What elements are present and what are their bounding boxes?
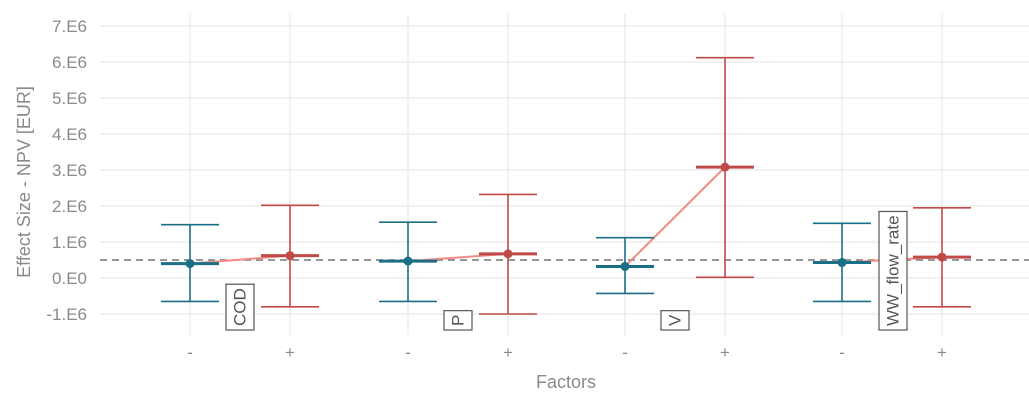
- factor-label-box: [878, 210, 908, 331]
- mean-point: [185, 259, 195, 269]
- factor-label-ww-flow-rate: WW_flow_rate: [878, 210, 908, 331]
- y-tick-label: 3.E6: [52, 161, 87, 180]
- mean-point: [620, 261, 630, 271]
- x-tick-label: -: [187, 343, 193, 362]
- x-tick-label: -: [622, 343, 628, 362]
- factor-labels: COD P V WW_flow_rate: [225, 210, 908, 331]
- x-tick-label: +: [720, 343, 730, 362]
- connector-line: [624, 166, 726, 268]
- factor-label-text: COD: [231, 288, 250, 326]
- error-bar-plus: [913, 207, 971, 308]
- error-bar-minus: [161, 223, 219, 303]
- y-tick-label: 4.E6: [52, 125, 87, 144]
- x-tick-label: -: [839, 343, 845, 362]
- error-bar-minus: [596, 236, 654, 295]
- x-axis-title: Factors: [536, 372, 596, 392]
- y-tick-label: 6.E6: [52, 53, 87, 72]
- factor-label-text: WW_flow_rate: [884, 215, 903, 326]
- x-tick-label: +: [937, 343, 947, 362]
- factor-label-v: V: [660, 310, 690, 331]
- x-tick-label: +: [285, 343, 295, 362]
- factor-label-text: V: [666, 314, 685, 326]
- y-tick-label: -1.E6: [46, 305, 87, 324]
- y-tick-label: 1.E6: [52, 233, 87, 252]
- error-bars: [161, 56, 971, 315]
- factor-label-p: P: [443, 310, 473, 331]
- factor-label-box: [443, 310, 473, 331]
- error-bar-plus: [261, 204, 319, 308]
- factor-label-box: [660, 310, 690, 331]
- error-bar-minus: [379, 221, 437, 303]
- factor-label-box: [225, 283, 255, 331]
- error-bar-plus: [696, 56, 754, 279]
- factor-label-cod: COD: [225, 283, 255, 331]
- y-axis-title: Effect Size - NPV [EUR]: [14, 86, 34, 278]
- error-bar-minus: [813, 222, 871, 303]
- mean-point: [837, 258, 847, 268]
- y-ticks: -1.E6 0.E0 1.E6 2.E6 3.E6 4.E6 5.E6 6.E6 7.E6: [46, 17, 87, 324]
- x-tick-label: -: [405, 343, 411, 362]
- mean-point: [937, 252, 947, 262]
- y-tick-label: 5.E6: [52, 89, 87, 108]
- y-tick-label: 2.E6: [52, 197, 87, 216]
- factor-label-text: P: [449, 315, 468, 326]
- y-tick-label: 7.E6: [52, 17, 87, 36]
- x-tick-label: +: [503, 343, 513, 362]
- mean-point: [285, 251, 295, 261]
- y-tick-label: 0.E0: [52, 269, 87, 288]
- mean-point: [503, 249, 513, 259]
- x-ticks: - + - + - + - +: [187, 343, 947, 362]
- mean-point: [720, 162, 730, 172]
- error-bar-plus: [479, 193, 537, 315]
- mean-point: [403, 256, 413, 266]
